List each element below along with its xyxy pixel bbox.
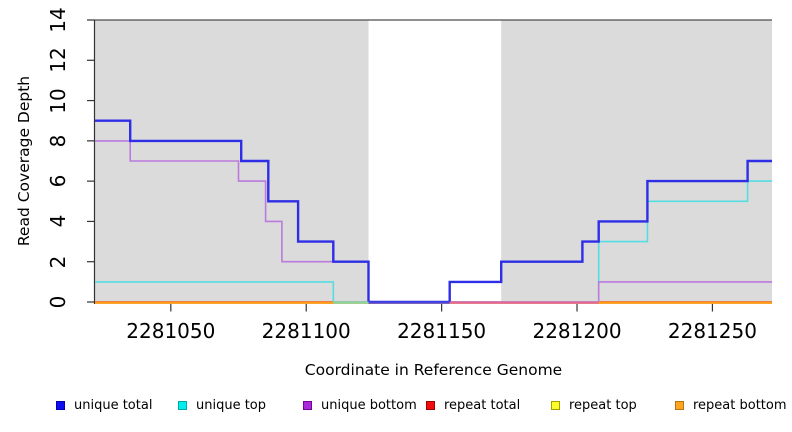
x-axis-title: Coordinate in Reference Genome (304, 361, 563, 379)
legend-label: unique top (196, 397, 267, 413)
legend-label: repeat total (444, 397, 521, 413)
legend-swatch-unique-top (178, 400, 187, 410)
x-tick-label: 2281150 (397, 319, 487, 343)
legend-label: unique bottom (321, 397, 417, 413)
y-tick-label: 8 (46, 134, 70, 148)
y-tick-label: 4 (46, 215, 70, 228)
legend-item: unique total (56, 397, 152, 413)
legend-item: unique top (178, 397, 266, 413)
x-tick-label: 2281200 (532, 319, 622, 343)
shaded-region (95, 19, 369, 305)
legend-swatch-repeat-bottom (675, 400, 684, 410)
y-tick-label: 0 (46, 295, 70, 309)
series-unique-top-line (95, 180, 772, 303)
legend-swatch-repeat-total (426, 400, 435, 410)
x-tick-label: 2281250 (667, 319, 757, 343)
legend-label: unique total (74, 397, 153, 413)
legend-item: repeat total (426, 397, 520, 413)
legend-swatch-unique-total (56, 400, 65, 410)
x-tick-label: 2281100 (261, 319, 351, 343)
y-tick-label: 6 (46, 174, 70, 188)
legend-swatch-unique-bottom (303, 400, 312, 410)
y-axis-title: Read Coverage Depth (15, 75, 33, 247)
x-tick-label: 2281050 (126, 319, 216, 343)
legend-item: unique bottom (303, 397, 417, 413)
y-tick-label: 10 (46, 87, 70, 114)
legend-label: repeat top (569, 397, 637, 413)
legend-item: repeat top (551, 397, 637, 413)
legend-label: repeat bottom (693, 397, 787, 413)
y-tick-label: 2 (46, 255, 70, 269)
shaded-region (501, 19, 772, 305)
legend-item: repeat bottom (675, 397, 787, 413)
y-tick-label: 12 (46, 47, 70, 74)
legend-swatch-repeat-top (551, 400, 560, 410)
y-tick-label: 14 (46, 7, 70, 33)
